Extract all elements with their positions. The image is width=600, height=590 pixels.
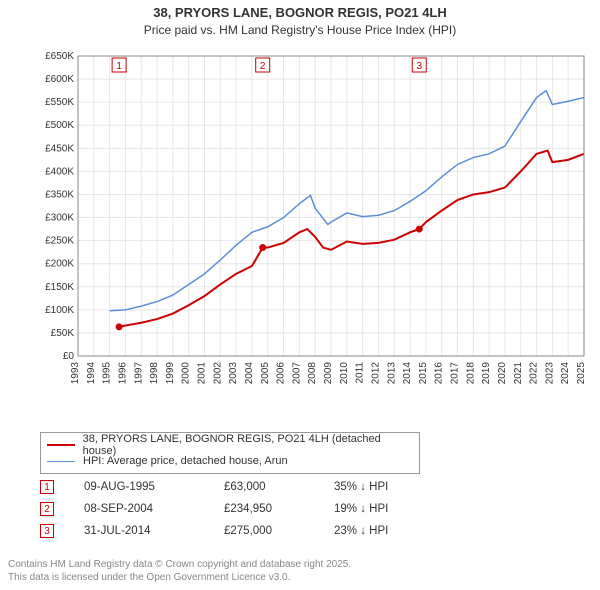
svg-text:2024: 2024 [560,362,571,385]
legend-label-0: 38, PRYORS LANE, BOGNOR REGIS, PO21 4LH … [83,433,413,457]
transaction-delta-1: 35% ↓ HPI [334,481,454,493]
x-axis-ticks: 1993 1994 1995 1996 1997 1998 1999 2000 2001 2002… [70,362,587,385]
transaction-delta-2: 19% ↓ HPI [334,503,454,515]
legend: 38, PRYORS LANE, BOGNOR REGIS, PO21 4LH … [40,432,420,474]
svg-text:2023: 2023 [544,362,555,385]
attribution: Contains HM Land Registry data © Crown c… [8,559,351,584]
sale-point-2 [259,244,266,251]
svg-text:2001: 2001 [197,362,208,385]
svg-text:2014: 2014 [402,362,413,385]
transaction-price-3: £275,000 [224,525,334,537]
svg-text:1996: 1996 [117,362,128,385]
svg-text:2000: 2000 [181,362,192,385]
svg-text:1998: 1998 [149,362,160,385]
svg-text:1997: 1997 [133,362,144,385]
chart-grid [78,56,584,356]
svg-text:£650K: £650K [45,51,74,62]
title-main: 38, PRYORS LANE, BOGNOR REGIS, PO21 4LH [0,4,600,22]
transaction-price-2: £234,950 [224,503,334,515]
svg-text:£0: £0 [63,351,75,362]
transaction-row-2: 2 08-SEP-2004£234,95019% ↓ HPI [40,498,560,520]
transaction-row-1: 1 09-AUG-1995£63,00035% ↓ HPI [40,476,560,498]
svg-text:2008: 2008 [307,362,318,385]
legend-swatch-0 [47,444,75,446]
svg-text:2005: 2005 [260,362,271,385]
svg-text:2013: 2013 [386,362,397,385]
line-chart: £0 £50K £100K £150K £200K £250K £300K £350K £400… [40,50,590,400]
svg-text:2022: 2022 [529,362,540,385]
transaction-date-3: 31-JUL-2014 [84,525,224,537]
svg-text:£50K: £50K [51,328,75,339]
sale-marker-num-1: 1 [116,61,122,72]
transaction-row-3: 3 31-JUL-2014£275,00023% ↓ HPI [40,520,560,542]
chart-container: 38, PRYORS LANE, BOGNOR REGIS, PO21 4LH … [0,0,600,590]
svg-text:2021: 2021 [513,362,524,385]
svg-text:£250K: £250K [45,236,74,247]
svg-text:2018: 2018 [465,362,476,385]
svg-text:2012: 2012 [370,362,381,385]
sale-marker-num-3: 3 [416,61,422,72]
svg-text:2015: 2015 [418,362,429,385]
svg-text:2004: 2004 [244,362,255,385]
attribution-line1: Contains HM Land Registry data © Crown c… [8,559,351,572]
transaction-marker-3: 3 [40,524,54,538]
svg-text:2007: 2007 [291,362,302,385]
svg-text:£500K: £500K [45,120,74,131]
svg-text:2009: 2009 [323,362,334,385]
svg-text:1995: 1995 [102,362,113,385]
svg-text:£100K: £100K [45,305,74,316]
transaction-delta-3: 23% ↓ HPI [334,525,454,537]
svg-text:2010: 2010 [339,362,350,385]
sale-point-1 [116,323,123,330]
legend-label-1: HPI: Average price, detached house, Arun [83,455,288,467]
svg-text:2019: 2019 [481,362,492,385]
svg-text:£150K: £150K [45,282,74,293]
svg-text:1994: 1994 [86,362,97,385]
svg-text:2016: 2016 [434,362,445,385]
svg-text:1999: 1999 [165,362,176,385]
sale-point-3 [416,226,423,233]
svg-text:£400K: £400K [45,166,74,177]
svg-text:2003: 2003 [228,362,239,385]
svg-text:2011: 2011 [355,362,366,384]
svg-text:£300K: £300K [45,213,74,224]
legend-row-0: 38, PRYORS LANE, BOGNOR REGIS, PO21 4LH … [47,437,413,453]
transaction-marker-2: 2 [40,502,54,516]
svg-text:2025: 2025 [576,362,587,385]
svg-text:£600K: £600K [45,74,74,85]
sale-marker-num-2: 2 [260,61,266,72]
svg-text:£450K: £450K [45,143,74,154]
svg-text:2002: 2002 [212,362,223,385]
svg-text:2006: 2006 [276,362,287,385]
svg-text:£550K: £550K [45,97,74,108]
title-block: 38, PRYORS LANE, BOGNOR REGIS, PO21 4LH … [0,0,600,38]
title-sub: Price paid vs. HM Land Registry's House … [0,22,600,38]
legend-swatch-1 [47,461,75,462]
transaction-marker-1: 1 [40,480,54,494]
svg-text:2017: 2017 [450,362,461,385]
transaction-date-1: 09-AUG-1995 [84,481,224,493]
transaction-date-2: 08-SEP-2004 [84,503,224,515]
svg-text:£350K: £350K [45,189,74,200]
transaction-price-1: £63,000 [224,481,334,493]
y-axis-ticks: £0 £50K £100K £150K £200K £250K £300K £350K £400… [45,51,74,362]
attribution-line2: This data is licensed under the Open Gov… [8,572,351,585]
transactions-table: 1 09-AUG-1995£63,00035% ↓ HPI 2 08-SEP-2004… [40,476,560,542]
svg-text:£200K: £200K [45,259,74,270]
svg-text:1993: 1993 [70,362,81,385]
svg-text:2020: 2020 [497,362,508,385]
